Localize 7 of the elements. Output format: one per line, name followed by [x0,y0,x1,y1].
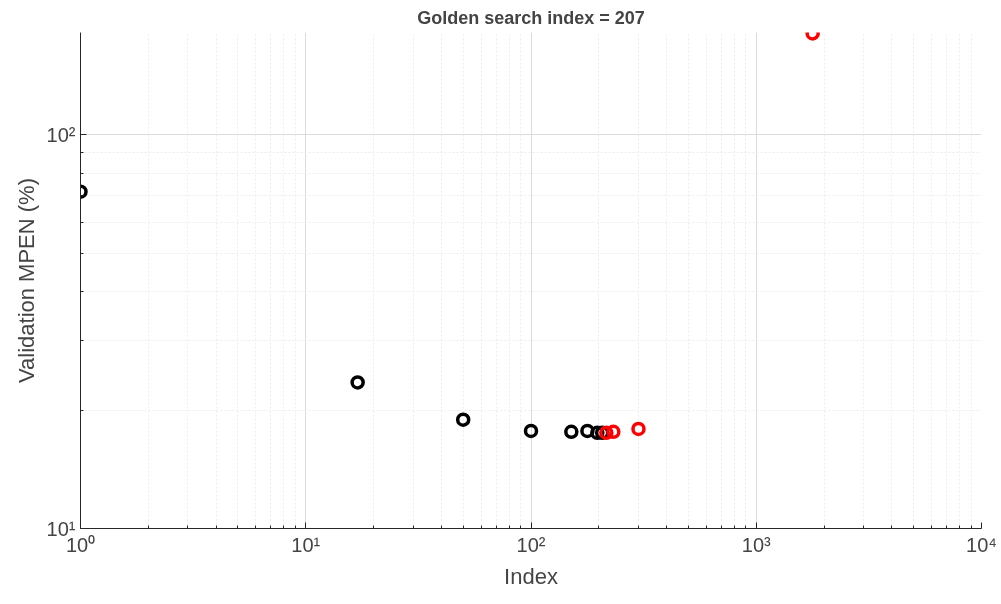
x-tick-label: 10³ [741,533,772,556]
x-tick-label: 10⁴ [966,533,997,556]
chart-title: Golden search index = 207 [417,7,645,28]
x-tick-label: 10¹ [291,533,321,556]
y-axis-title: Validation MPEN (%) [13,178,39,383]
x-axis-title: Index [504,563,558,589]
x-tick-label: 10² [516,533,546,556]
